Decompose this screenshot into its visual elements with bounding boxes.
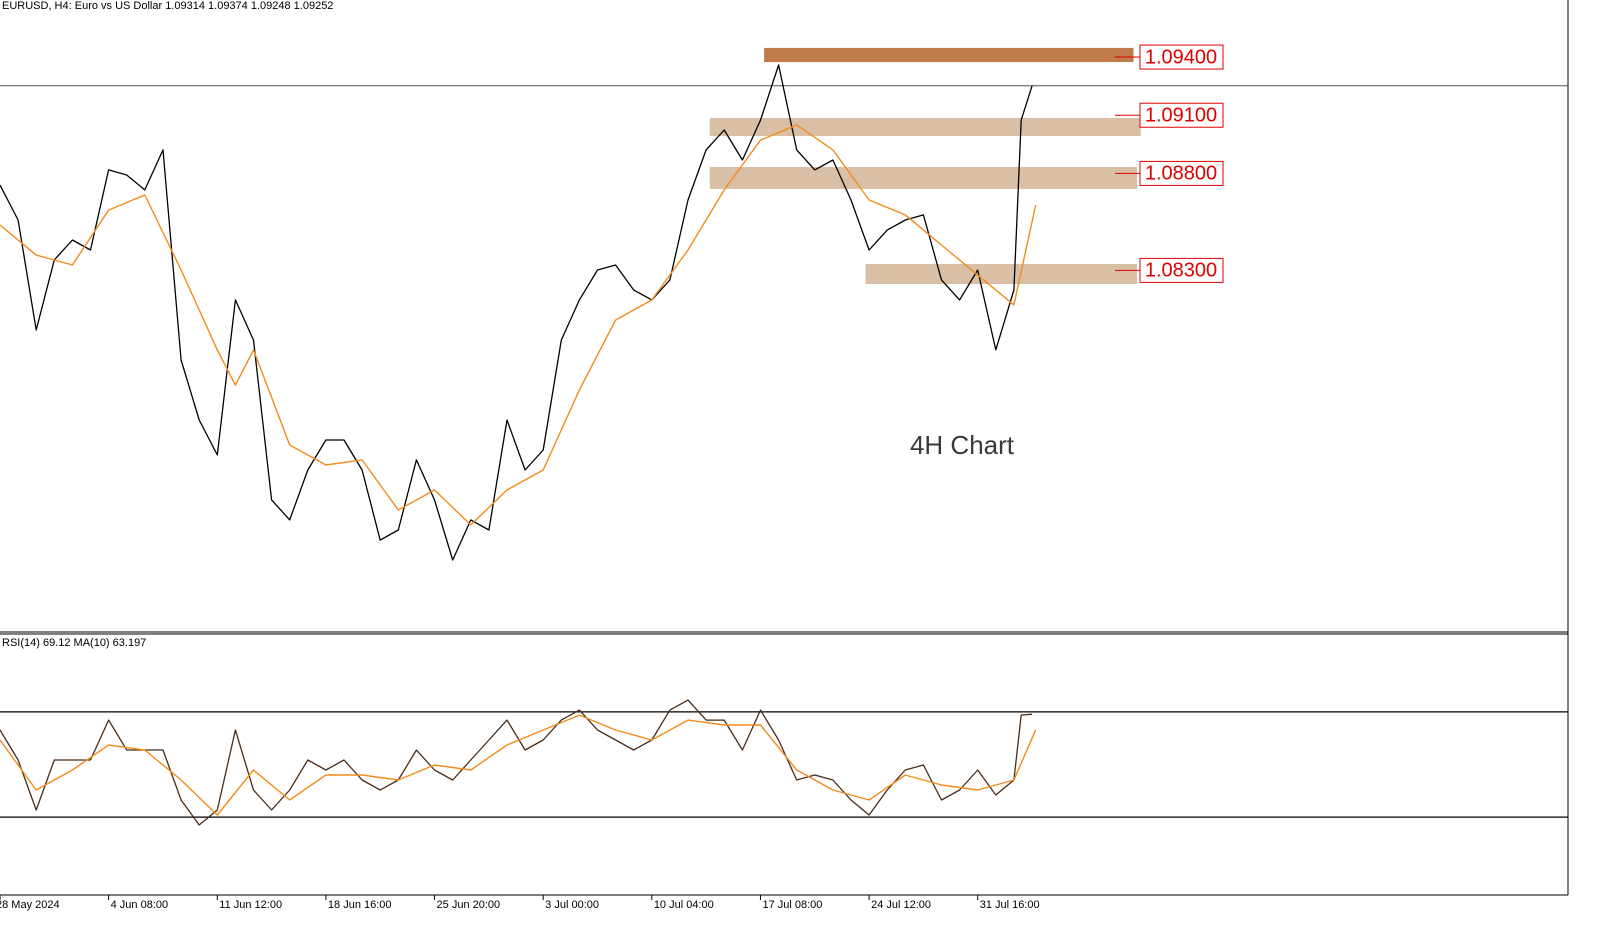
x-tick-label: 18 Jun 16:00 <box>328 899 392 911</box>
moving-average <box>0 124 1037 526</box>
x-tick-label: 3 Jul 00:00 <box>545 899 599 911</box>
x-tick-label: 25 Jun 20:00 <box>437 899 501 911</box>
x-tick-label: 17 Jul 08:00 <box>762 899 822 911</box>
rsi-title: RSI(14) 69.12 MA(10) 63.197 <box>2 637 146 649</box>
main-line <box>0 699 1033 826</box>
x-tick-label: 31 Jul 16:00 <box>980 899 1040 911</box>
zone <box>865 264 1138 284</box>
x-tick-label: 10 Jul 04:00 <box>654 899 714 911</box>
annotation: 4H Chart <box>910 430 1015 460</box>
level-label: 1.09100 <box>1145 105 1217 127</box>
level-box <box>1139 102 1224 128</box>
level-box <box>1139 160 1224 186</box>
level-label: 1.08800 <box>1145 163 1217 185</box>
x-tick-label: 28 May 2024 <box>0 899 60 911</box>
level-label: 1.08300 <box>1145 260 1217 282</box>
x-tick-label: 24 Jul 12:00 <box>871 899 931 911</box>
level-box <box>1139 257 1224 283</box>
main-line <box>0 64 1033 561</box>
zone <box>709 167 1138 189</box>
x-tick-label: 11 Jun 12:00 <box>219 899 282 911</box>
moving-average <box>0 714 1037 816</box>
chart-title: EURUSD, H4: Euro vs US Dollar 1.09314 1.… <box>2 0 333 12</box>
zone <box>709 117 1141 136</box>
zone <box>764 47 1134 63</box>
level-label: 1.09400 <box>1145 46 1217 68</box>
level-box <box>1139 44 1224 70</box>
x-tick-label: 4 Jun 08:00 <box>111 899 169 911</box>
